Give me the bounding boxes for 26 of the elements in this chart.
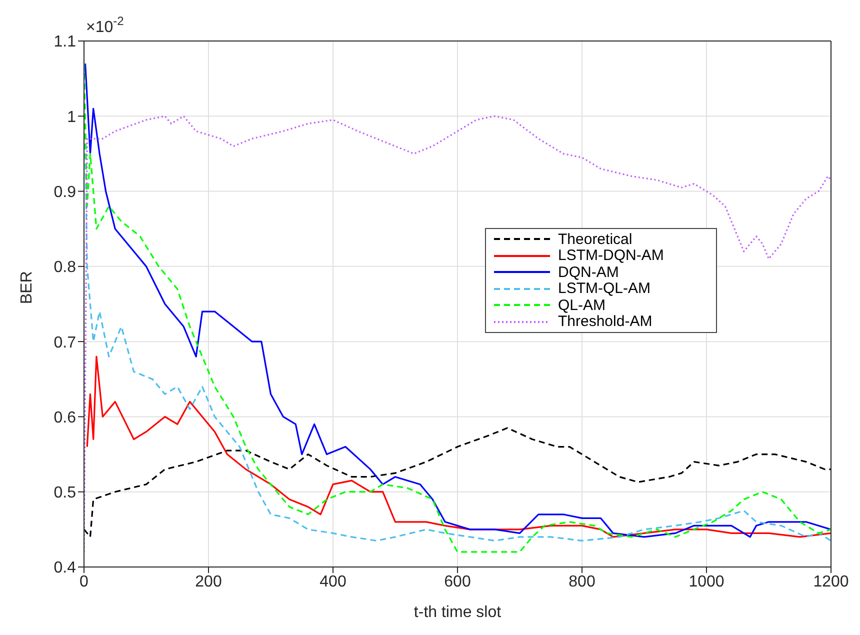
y-tick-label: 0.9 xyxy=(54,184,76,201)
x-tick-label: 1200 xyxy=(813,573,849,590)
text: ×10$^{-2}$ xyxy=(86,14,124,36)
x-axis-title: t-th time slot xyxy=(414,604,502,621)
legend-label: Theoretical xyxy=(558,230,632,248)
legend-label: DQN-AM xyxy=(558,264,619,281)
y-tick-label: 1.1 xyxy=(54,34,76,51)
legend-label: LSTM-QL-AM xyxy=(558,280,651,298)
y-tick-label: 1 xyxy=(67,108,76,126)
x-tick-label: 800 xyxy=(568,573,596,590)
legend-label: LSTM-DQN-AM xyxy=(558,247,664,264)
y-tick-label: 0.7 xyxy=(54,334,76,352)
y-tick-label: 0.8 xyxy=(54,259,76,276)
y-tick-label: 0.4 xyxy=(54,560,76,577)
x-tick-label: 600 xyxy=(444,573,471,590)
legend-label: Threshold-AM xyxy=(558,313,652,330)
x-tick-label: 0 xyxy=(80,573,89,590)
x-tick-label: 1000 xyxy=(688,573,724,590)
y-axis-title: BER xyxy=(18,271,36,304)
y-tick-label: 0.6 xyxy=(54,409,76,426)
line-series xyxy=(86,356,831,538)
y-tick-label: 0.5 xyxy=(54,484,76,502)
x-tick-label: 200 xyxy=(195,573,222,590)
legend-label: QL-AM xyxy=(558,296,606,314)
line-series xyxy=(84,427,831,538)
x-tick-label: 400 xyxy=(320,573,346,590)
